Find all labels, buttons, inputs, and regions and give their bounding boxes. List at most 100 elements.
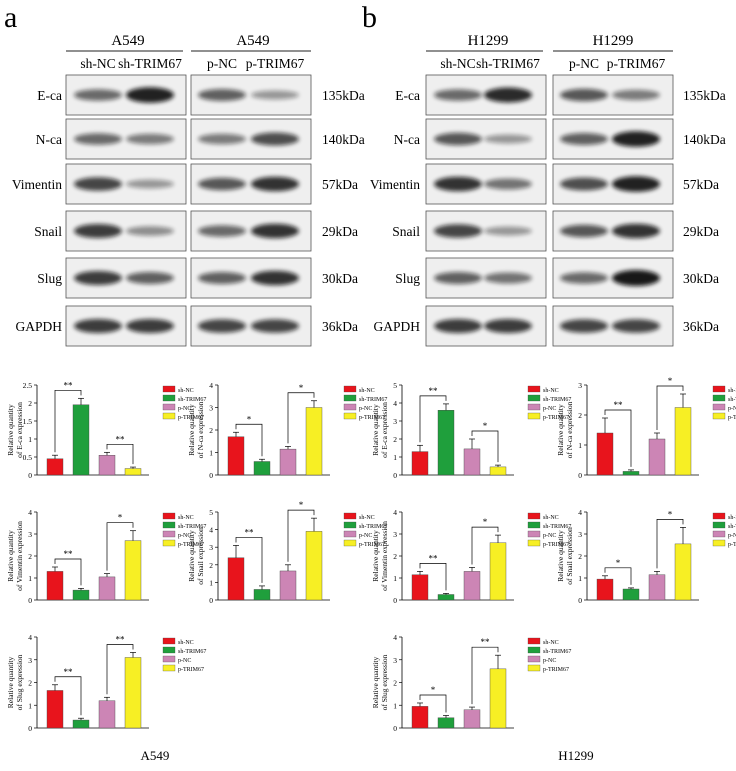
protein-band (126, 133, 174, 145)
y-tick-label: 0 (209, 596, 213, 605)
bar (489, 668, 507, 729)
significance-bracket (656, 519, 684, 569)
y-axis-label: Relative quantityof N-ca expression (187, 401, 205, 458)
molecular-weight-label: 36kDa (322, 319, 358, 334)
significance-marker: ** (429, 386, 439, 396)
significance-bracket (471, 430, 499, 463)
significance-bracket (471, 526, 499, 565)
legend-swatch (343, 385, 357, 393)
bar (674, 543, 692, 601)
panel-letter: a (4, 1, 17, 34)
protein-band (560, 319, 608, 333)
molecular-weight-label: 30kDa (322, 271, 358, 286)
significance-bracket (235, 423, 263, 457)
legend-label: sh-TRIM67 (543, 524, 571, 530)
significance-marker: * (668, 376, 673, 386)
bar (463, 448, 481, 476)
significance-bracket (287, 509, 315, 562)
legend-label: p-TRIM67 (728, 415, 736, 421)
y-tick-label: 1 (209, 578, 213, 587)
legend-label: p-TRIM67 (543, 542, 569, 548)
lane-label: sh-NC (80, 56, 115, 71)
protein-band (198, 89, 246, 101)
y-axis-label: Relative quantityof N-ca expression (556, 401, 574, 458)
legend-swatch (162, 394, 176, 402)
protein-band (251, 319, 299, 333)
y-tick-label: 4 (28, 633, 32, 642)
legend-label: p-TRIM67 (178, 542, 204, 548)
lane-label: p-NC (569, 56, 599, 71)
legend-swatch (343, 512, 357, 520)
significance-marker: ** (481, 637, 491, 647)
y-tick-label: 0 (393, 596, 397, 605)
bar (437, 410, 455, 476)
protein-band (434, 132, 482, 146)
legend-label: p-NC (543, 406, 556, 412)
legend-label: sh-TRIM67 (359, 397, 387, 403)
bar (98, 700, 116, 729)
y-axis-label: Relative quantityof Snail expression (187, 527, 205, 585)
y-axis-label: Relative quantityof Snail expression (556, 527, 574, 585)
legend-label: p-TRIM67 (178, 667, 204, 673)
protein-band (612, 223, 660, 239)
y-tick-label: 4 (393, 633, 397, 642)
protein-band (126, 179, 174, 189)
protein-band (484, 272, 532, 284)
legend-swatch (343, 539, 357, 547)
protein-band (198, 225, 246, 237)
y-tick-label: 3 (209, 543, 213, 552)
legend-swatch (527, 530, 541, 538)
bar (437, 717, 455, 729)
legend-label: p-NC (178, 533, 191, 539)
legend-label: p-NC (178, 658, 191, 664)
significance-bracket (106, 522, 134, 571)
y-tick-label: 1 (209, 449, 213, 458)
bar (411, 451, 429, 476)
legend-label: sh-TRIM67 (178, 397, 206, 403)
legend-label: p-TRIM67 (728, 542, 736, 548)
protein-band (74, 89, 122, 101)
significance-bracket (54, 676, 82, 716)
legend-label: sh-NC (178, 515, 194, 521)
y-tick-label: 2 (393, 679, 397, 688)
significance-bracket (54, 558, 82, 586)
protein-band (484, 226, 532, 236)
protein-band (126, 272, 174, 284)
legend-label: sh-TRIM67 (543, 649, 571, 655)
legend-label: sh-TRIM67 (728, 397, 736, 403)
significance-marker: * (668, 509, 673, 519)
bar (411, 574, 429, 601)
legend-swatch (527, 664, 541, 672)
significance-bracket (287, 392, 315, 444)
legend-swatch (162, 655, 176, 663)
legend-label: p-NC (359, 533, 372, 539)
protein-band (560, 177, 608, 191)
y-tick-label: 3 (28, 530, 32, 539)
protein-label: GAPDH (15, 319, 62, 334)
bar (622, 588, 640, 601)
protein-band (434, 224, 482, 238)
molecular-weight-label: 140kDa (322, 132, 365, 147)
protein-band (74, 271, 122, 285)
y-tick-label: 1 (28, 435, 32, 444)
significance-bracket (604, 567, 632, 585)
significance-marker: * (118, 513, 123, 523)
legend-label: p-TRIM67 (359, 542, 385, 548)
legend-swatch (527, 646, 541, 654)
legend-swatch (343, 412, 357, 420)
protein-label: N-ca (394, 132, 420, 147)
y-tick-label: 3 (28, 656, 32, 665)
protein-band (251, 270, 299, 286)
y-tick-label: 0 (209, 471, 213, 480)
protein-band (126, 226, 174, 236)
y-tick-label: 4 (209, 381, 213, 390)
significance-marker: * (247, 414, 252, 424)
y-tick-label: 3 (578, 381, 582, 390)
legend-swatch (527, 512, 541, 520)
legend-swatch (712, 412, 726, 420)
protein-band (484, 134, 532, 144)
bar (124, 540, 142, 601)
y-tick-label: 0 (28, 596, 32, 605)
